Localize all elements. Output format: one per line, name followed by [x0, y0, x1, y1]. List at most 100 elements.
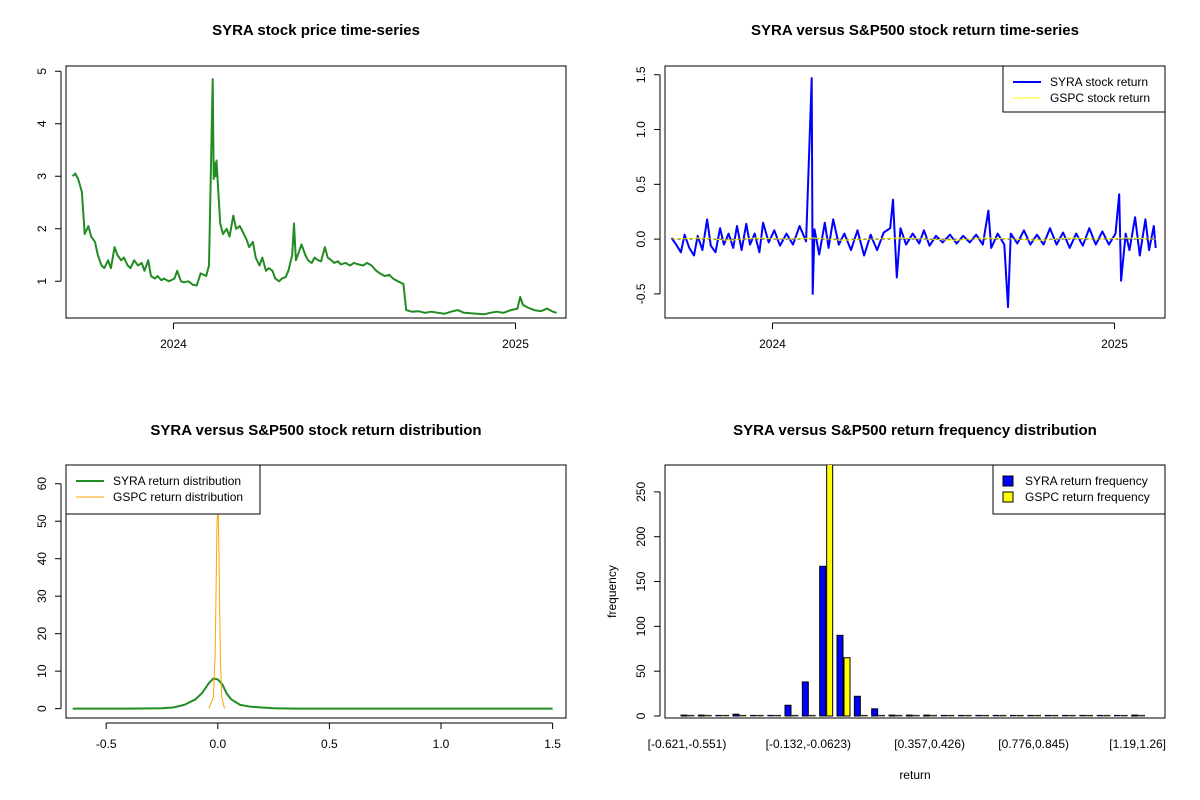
x-tick-label: -0.5	[96, 737, 117, 751]
plot-frame	[664, 464, 1166, 719]
y-tick-label: 3	[35, 173, 49, 180]
gspc-frequency-bar	[861, 714, 868, 717]
y-axis-label: frequency	[605, 565, 619, 618]
y-tick-label: 50	[634, 664, 648, 678]
legend-label: SYRA stock return	[1050, 75, 1148, 89]
y-tick-label: 0	[35, 705, 49, 712]
x-tick-label: 2024	[759, 337, 786, 351]
gspc-frequency-bar	[757, 714, 764, 717]
y-tick-label: 30	[35, 589, 49, 603]
x-tick-label: 1.0	[433, 737, 450, 751]
gspc-frequency-bar	[1069, 714, 1076, 717]
y-tick-label: 100	[634, 616, 648, 636]
plot-frame	[65, 464, 567, 719]
chart-title: SYRA versus S&P500 stock return time-ser…	[751, 22, 1079, 39]
syra-frequency-bar	[715, 714, 722, 717]
syra-frequency-bar	[1010, 714, 1017, 717]
x-axis-label: return	[899, 768, 930, 782]
y-tick-label: 0	[634, 712, 648, 719]
legend-label: GSPC return frequency	[1025, 490, 1150, 504]
return-distribution-panel: SYRA versus S&P500 stock return distribu…	[35, 422, 567, 751]
gspc-frequency-bar	[843, 657, 851, 717]
x-tick-label: 2025	[1101, 337, 1128, 351]
gspc-frequency-bar	[1051, 714, 1059, 717]
legend-box	[65, 464, 261, 515]
y-tick-label: 200	[634, 526, 648, 546]
legend-label: SYRA return distribution	[113, 474, 241, 488]
return-frequency-panel: SYRA versus S&P500 return frequency dist…	[605, 422, 1166, 782]
gspc-frequency-bar	[774, 714, 781, 717]
chart-title: SYRA versus S&P500 return frequency dist…	[733, 422, 1097, 439]
legend-label: SYRA return frequency	[1025, 474, 1148, 488]
chart-title: SYRA versus S&P500 stock return distribu…	[150, 422, 481, 439]
gspc-frequency-bar	[1017, 714, 1024, 717]
legend-swatch-box	[1002, 475, 1014, 487]
legend-box	[992, 464, 1166, 515]
y-tick-label: 250	[634, 482, 648, 502]
syra-frequency-bar	[801, 681, 809, 717]
syra-frequency-bar	[784, 704, 792, 717]
x-tick-label: [-0.132,-0.0623)	[766, 737, 851, 751]
gspc-frequency-bar	[1138, 714, 1145, 717]
chart-title: SYRA stock price time-series	[212, 22, 420, 39]
gspc-frequency-bar	[965, 714, 972, 717]
x-tick-label: 1.5	[544, 737, 561, 751]
syra-frequency-bar	[1079, 714, 1086, 717]
syra-frequency-bar	[732, 713, 740, 717]
x-tick-label: 0.5	[321, 737, 338, 751]
gspc-frequency-bar	[930, 714, 937, 717]
syra-frequency-bar	[853, 695, 861, 717]
x-tick-label: 0.0	[209, 737, 226, 751]
y-tick-label: 4	[35, 120, 49, 127]
gspc-frequency-bar	[1034, 714, 1041, 717]
x-tick-label: [0.357,0.426)	[894, 737, 965, 751]
syra-frequency-bar	[1096, 714, 1104, 717]
legend-box	[1002, 65, 1166, 113]
syra-density-line	[72, 677, 553, 710]
y-tick-label: 0.5	[634, 176, 648, 193]
syra-frequency-bar	[992, 714, 1000, 717]
plot-frame	[664, 65, 1166, 319]
syra-frequency-bar	[836, 634, 844, 717]
syra-frequency-bar	[975, 714, 982, 717]
gspc-frequency-bar	[1121, 714, 1128, 717]
syra-frequency-bar	[767, 714, 774, 717]
syra-frequency-bar	[697, 714, 705, 717]
syra-frequency-bar	[1114, 714, 1121, 717]
syra-frequency-bar	[1131, 714, 1139, 717]
gspc-frequency-bar	[791, 714, 799, 717]
gspc-frequency-bar	[895, 714, 903, 717]
gspc-frequency-bar	[722, 714, 729, 717]
syra-frequency-bar	[1027, 714, 1034, 717]
y-tick-label: -0.5	[634, 283, 648, 304]
syra-frequency-bar	[680, 714, 688, 717]
x-tick-label: [-0.621,-0.551)	[648, 737, 727, 751]
syra-price-line	[71, 78, 557, 316]
y-tick-label: 60	[35, 477, 49, 491]
x-tick-label: 2025	[502, 337, 529, 351]
legend-label: GSPC stock return	[1050, 91, 1150, 105]
y-tick-label: 1.0	[634, 121, 648, 138]
legend-swatch-box	[1002, 491, 1014, 503]
syra-frequency-bar	[1044, 714, 1052, 717]
y-tick-label: 1.5	[634, 66, 648, 83]
syra-frequency-bar	[940, 714, 948, 717]
x-tick-label: [1.19,1.26]	[1109, 737, 1166, 751]
return-timeseries-panel: SYRA versus S&P500 stock return time-ser…	[634, 22, 1166, 351]
y-tick-label: 1	[35, 278, 49, 285]
legend-label: GSPC return distribution	[113, 490, 243, 504]
y-tick-label: 5	[35, 68, 49, 75]
syra-frequency-bar	[1062, 714, 1069, 717]
y-tick-label: 10	[35, 664, 49, 678]
gspc-frequency-bar	[826, 465, 834, 717]
plot-frame	[65, 65, 567, 319]
gspc-frequency-bar	[705, 714, 712, 717]
gspc-frequency-bar	[1103, 714, 1111, 717]
gspc-return-line	[671, 237, 1156, 241]
syra-frequency-bar	[905, 714, 913, 717]
bars-group	[680, 465, 1145, 717]
y-tick-label: 50	[35, 514, 49, 528]
y-tick-label: 0.0	[634, 230, 648, 247]
gspc-frequency-bar	[878, 714, 885, 717]
